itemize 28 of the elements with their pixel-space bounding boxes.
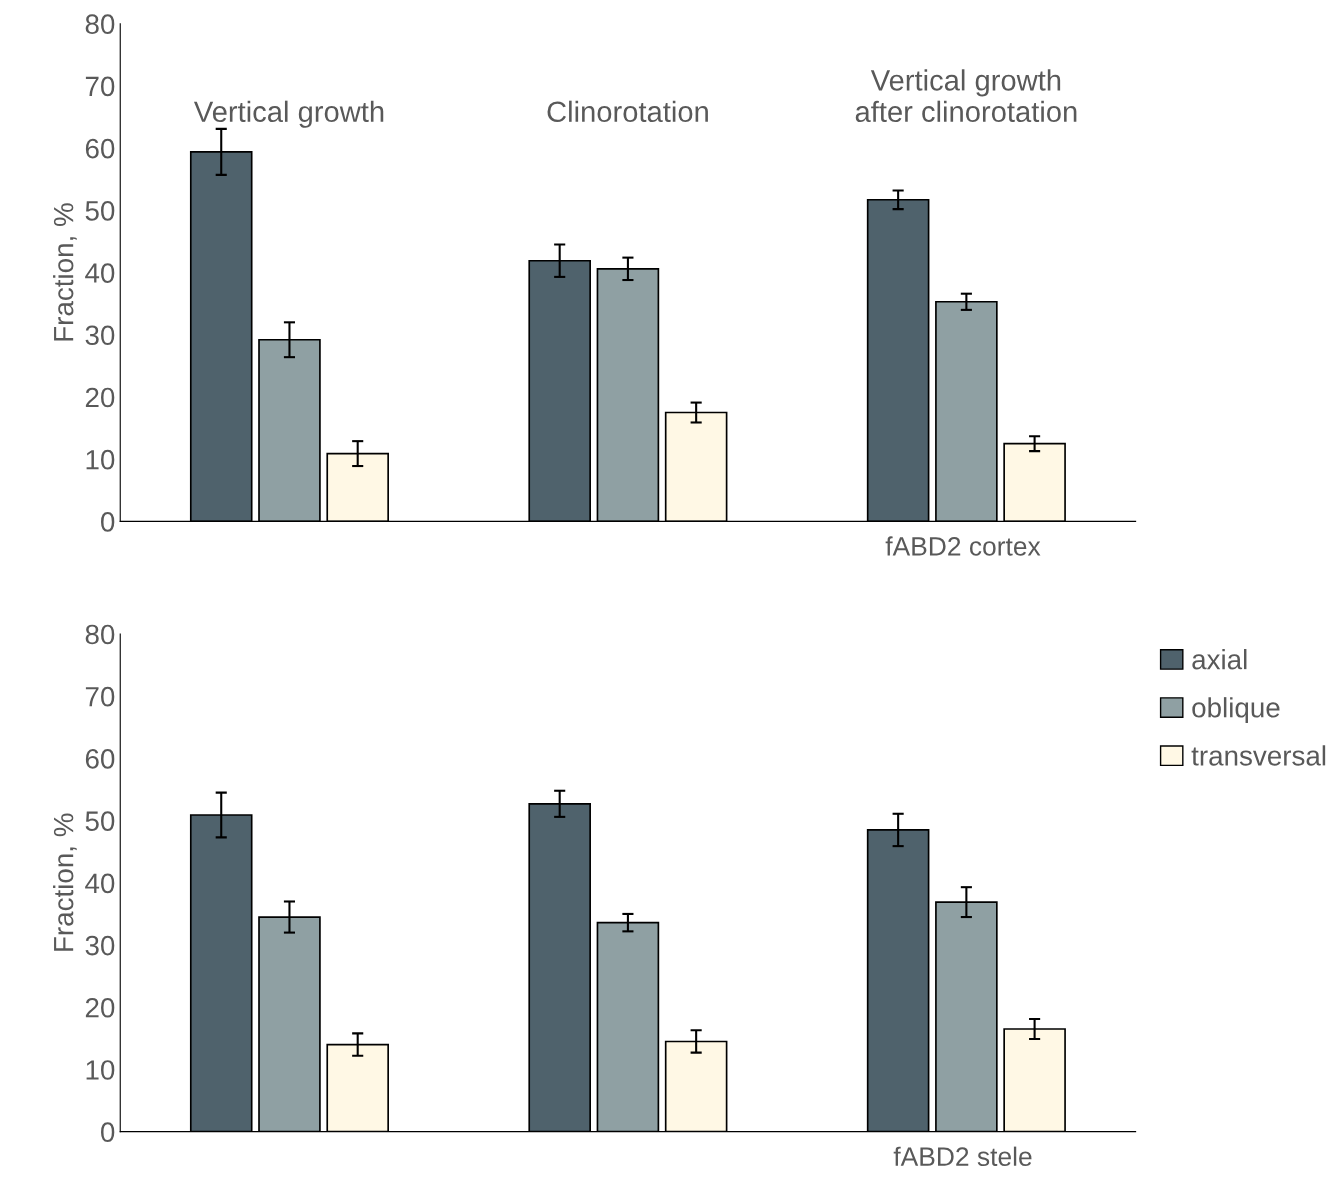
legend-label: oblique [1192,697,1280,724]
y-tick-label: 20 [85,997,115,1018]
y-tick-label: 70 [85,686,115,707]
y-tick-label: 40 [85,263,115,283]
x-axis-title: fABD2 cortex [885,536,1041,556]
y-tick-label: 10 [86,1060,115,1080]
y-tick-label: 50 [85,811,115,831]
x-tick-label: Clinorotation [547,100,708,123]
y-axis-title: Fraction, % [53,813,77,951]
y-tick-label: 40 [85,873,115,894]
y-tick-label: 80 [85,14,115,35]
y-tick-label: 70 [85,76,115,97]
y-tick-label: 0 [101,512,115,532]
x-axis-title: fABD2 stele [893,1146,1032,1166]
y-tick-label: 20 [85,387,115,408]
y-tick-label: 60 [85,749,115,769]
y-tick-label: 30 [85,935,115,956]
y-axis-title: Fraction, % [53,203,77,341]
y-tick-label: 0 [101,1122,115,1143]
x-tick-label: Vertical growth [193,100,384,128]
x-tick-label: Vertical growth after clinorotation [855,69,1077,123]
y-tick-label: 30 [85,325,115,346]
y-tick-label: 10 [86,449,115,470]
y-tick-label: 80 [85,624,115,645]
y-tick-label: 50 [85,201,115,221]
legend-label: transversal [1191,745,1326,766]
y-tick-label: 60 [85,138,115,159]
legend-label: axial [1192,649,1247,670]
